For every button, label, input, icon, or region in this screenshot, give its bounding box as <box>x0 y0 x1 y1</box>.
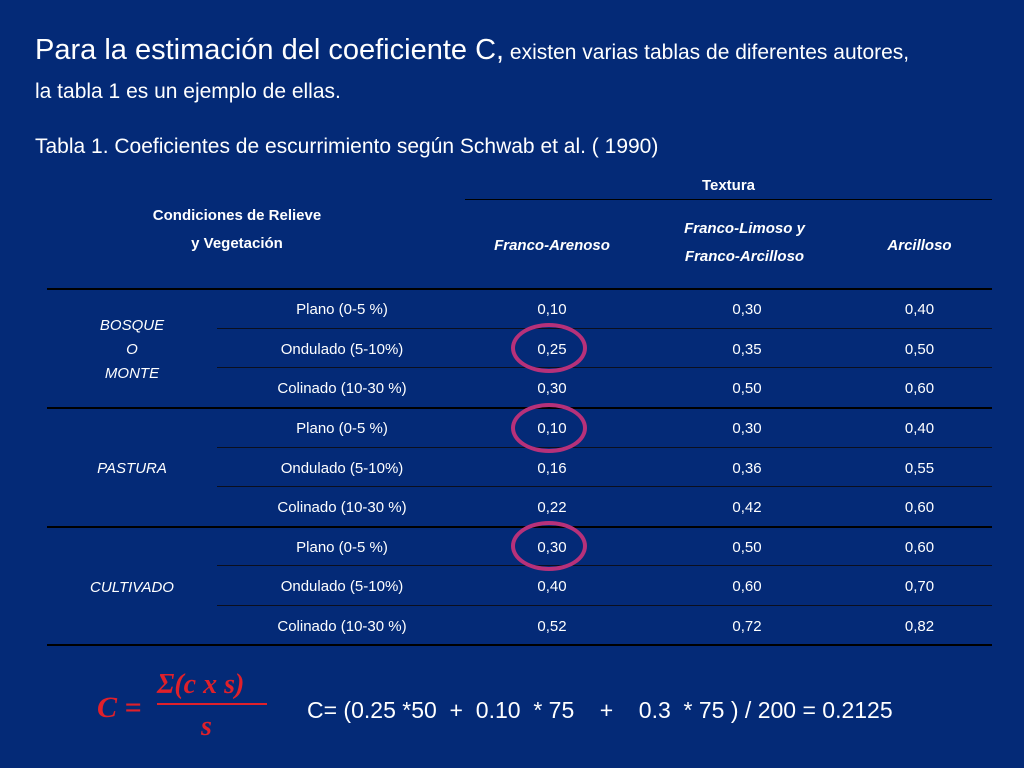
value-arcilloso: 0,60 <box>904 538 935 556</box>
relief-cell: Plano (0-5 %) <box>296 538 388 556</box>
col2-line1: Franco-Limoso y <box>684 220 805 237</box>
row-rule <box>217 565 992 566</box>
value-arcilloso: 0,55 <box>904 459 935 477</box>
value-franco-limoso: 0,42 <box>732 498 762 516</box>
value-franco-limoso: 0,72 <box>732 617 762 635</box>
formula-denominator: s <box>200 711 212 742</box>
group-rule <box>47 407 992 409</box>
relief-cell: Colinado (10-30 %) <box>277 379 407 397</box>
highlight-circle <box>511 403 587 453</box>
value-arcilloso: 0,70 <box>904 577 935 595</box>
value-arcilloso: 0,50 <box>904 340 935 358</box>
formula-numerator: Σ(c x s) <box>156 669 244 700</box>
relief-cell: Colinado (10-30 %) <box>277 617 407 635</box>
col-header-arcilloso: Arcilloso <box>887 236 952 254</box>
value-franco-arenoso: 0,30 <box>537 379 567 397</box>
relief-cell: Colinado (10-30 %) <box>277 498 407 516</box>
group-rule <box>47 526 992 528</box>
value-franco-limoso: 0,35 <box>732 340 762 358</box>
col-header-franco-arenoso: Franco-Arenoso <box>494 236 610 254</box>
group-line: BOSQUE <box>99 317 165 334</box>
row-rule <box>217 367 992 368</box>
value-arcilloso: 0,60 <box>904 498 935 516</box>
row-rule <box>217 605 992 606</box>
table-caption: Tabla 1. Coeficientes de escurrimiento s… <box>35 135 659 158</box>
highlight-circle <box>511 323 587 373</box>
col-header-franco-limoso: Franco-Limoso y Franco-Arcilloso <box>652 215 837 271</box>
highlight-circle <box>511 521 587 571</box>
group-label-cultivado: CULTIVADO <box>90 578 174 596</box>
conditions-header-line2: y Vegetación <box>191 235 283 252</box>
slide-title: Para la estimación del coeficiente C, ex… <box>35 32 1005 110</box>
title-rest: existen varias tablas de diferentes auto… <box>504 41 910 64</box>
value-franco-limoso: 0,50 <box>732 379 762 397</box>
conditions-header-line1: Condiciones de Relieve <box>152 207 322 224</box>
value-arcilloso: 0,40 <box>904 300 935 318</box>
relief-cell: Ondulado (5-10%) <box>280 340 404 358</box>
col2-line2: Franco-Arcilloso <box>684 248 805 265</box>
title-lead: Para la estimación del coeficiente C, <box>35 34 505 66</box>
value-franco-arenoso: 0,10 <box>537 300 567 318</box>
table-bottom-rule <box>47 644 992 646</box>
group-line: O <box>126 341 138 358</box>
group-label-bosque: BOSQUE O MONTE <box>47 310 217 390</box>
conditions-header: Condiciones de Relieve y Vegetación <box>137 200 337 260</box>
value-franco-arenoso: 0,22 <box>537 498 567 516</box>
value-franco-limoso: 0,30 <box>732 419 762 437</box>
value-franco-limoso: 0,60 <box>732 577 762 595</box>
group-label-pastura: PASTURA <box>97 459 167 477</box>
relief-cell: Plano (0-5 %) <box>296 300 388 318</box>
header-bottom-rule <box>47 288 992 290</box>
value-franco-arenoso: 0,52 <box>537 617 567 635</box>
texture-rule <box>465 199 992 200</box>
coefficients-table: Condiciones de Relieve y Vegetación Text… <box>47 0 992 768</box>
value-arcilloso: 0,60 <box>904 379 935 397</box>
value-franco-arenoso: 0,16 <box>537 459 567 477</box>
group-line: MONTE <box>104 365 160 382</box>
texture-header: Textura <box>701 176 756 194</box>
runoff-formula: C = Σ(c x s) s <box>97 669 267 742</box>
value-franco-arenoso: 0,40 <box>537 577 567 595</box>
relief-cell: Ondulado (5-10%) <box>280 459 404 477</box>
row-rule <box>217 328 992 329</box>
value-arcilloso: 0,82 <box>904 617 935 635</box>
relief-cell: Ondulado (5-10%) <box>280 577 404 595</box>
relief-cell: Plano (0-5 %) <box>296 419 388 437</box>
value-arcilloso: 0,40 <box>904 419 935 437</box>
formula-lhs: C = <box>97 691 142 724</box>
value-franco-limoso: 0,36 <box>732 459 762 477</box>
row-rule <box>217 486 992 487</box>
title-line2: la tabla 1 es un ejemplo de ellas. <box>35 80 341 103</box>
calculation-text: C= (0.25 *50 + 0.10 * 75 + 0.3 * 75 ) / … <box>307 697 893 723</box>
value-franco-limoso: 0,30 <box>732 300 762 318</box>
row-rule <box>217 447 992 448</box>
value-franco-limoso: 0,50 <box>732 538 762 556</box>
